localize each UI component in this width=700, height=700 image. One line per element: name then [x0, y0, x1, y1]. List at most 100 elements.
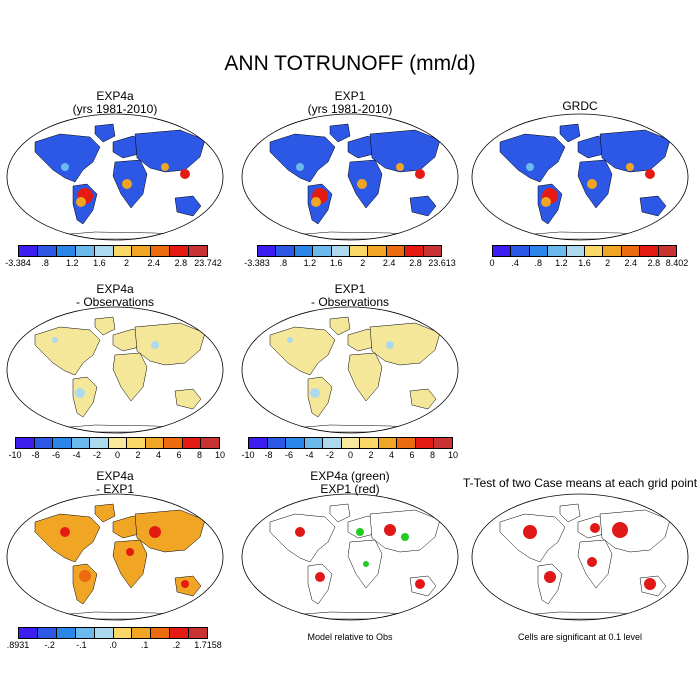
- colorbar-tick-label: -.2: [44, 640, 55, 650]
- continent-asia: [134, 509, 206, 553]
- colorbar-tick-label: -3.384: [5, 258, 31, 268]
- colorbar-tick-label: -3.383: [244, 258, 270, 268]
- continent-antarctica: [279, 231, 426, 240]
- map-field-blob: [180, 169, 190, 179]
- colorbar-ticks-exp4a-exp1: .8931 -.2 -.1 .0 .1 .2 1.7158: [7, 640, 222, 652]
- panel-title-line1: GRDC: [562, 99, 598, 113]
- panel-title-line1: EXP4a: [96, 469, 134, 483]
- colorbar-segment: [113, 246, 133, 256]
- continent-samerica: [72, 376, 98, 418]
- map-field-blob: [384, 524, 396, 536]
- map-field-blob: [315, 572, 325, 582]
- colorbar-segment: [378, 438, 398, 448]
- panel-title-exp1: EXP1 (yrs 1981-2010): [240, 90, 460, 116]
- colorbar-tick-label: 0: [114, 450, 121, 460]
- map-field-blob: [295, 527, 305, 537]
- colorbar-segment: [90, 438, 109, 448]
- colorbar-segment: [493, 246, 512, 256]
- colorbar-exp4a-exp1: [18, 627, 208, 639]
- colorbar-tick-label: .0: [109, 640, 117, 650]
- colorbar-segment: [37, 628, 57, 638]
- continent-greenland: [329, 123, 351, 143]
- map-field-blob: [401, 533, 409, 541]
- colorbar-segment: [16, 438, 35, 448]
- continent-samerica: [307, 376, 333, 418]
- colorbar-tick-label: -4: [72, 450, 81, 460]
- map-field-blob: [357, 179, 367, 189]
- colorbar-tick-label: 2: [368, 450, 374, 460]
- map-model-relative-obs: [241, 493, 459, 621]
- continent-australia: [174, 388, 202, 410]
- colorbar-segment: [434, 438, 453, 448]
- panel-title-exp4a: EXP4a (yrs 1981-2010): [5, 90, 225, 116]
- colorbar-tick-label: 1.2: [303, 258, 317, 268]
- map-field-blob: [52, 337, 58, 343]
- continent-greenland: [94, 316, 116, 336]
- continent-asia: [369, 322, 441, 366]
- map-field-blob: [126, 548, 134, 556]
- colorbar-tick-label: -8: [31, 450, 40, 460]
- colorbar-tick-label: 4: [155, 450, 162, 460]
- colorbar-tick-label: .8: [534, 258, 543, 268]
- panel-title-line2: - EXP1: [95, 482, 134, 496]
- panel-title-line1: EXP4a (green): [310, 469, 390, 483]
- colorbar-segment: [249, 438, 268, 448]
- continent-antarctica: [44, 424, 191, 433]
- map-field-blob: [396, 163, 404, 171]
- map-field-blob: [523, 525, 537, 539]
- panel-title-line1: T-Test of two Case means at each grid po…: [462, 476, 698, 490]
- map-exp4a-minus-obs: [6, 306, 224, 434]
- colorbar-tick-label: 1.6: [93, 258, 106, 268]
- map-field-blob: [415, 169, 425, 179]
- colorbar-tick-label: 2.4: [624, 258, 638, 268]
- colorbar-exp4a: [18, 245, 208, 257]
- colorbar-tick-label: 0: [489, 258, 495, 268]
- continent-africa: [347, 352, 383, 402]
- colorbar-segment: [258, 246, 277, 256]
- continent-asia: [599, 509, 671, 553]
- colorbar-segment: [189, 628, 208, 638]
- map-exp1: [241, 113, 459, 241]
- colorbar-tick-label: 2.8: [409, 258, 422, 268]
- colorbar-segment: [75, 628, 95, 638]
- map-field-blob: [363, 561, 369, 567]
- continent-greenland: [559, 503, 581, 523]
- colorbar-tick-label: 1.2: [66, 258, 79, 268]
- colorbar-tick-label: 10: [214, 450, 226, 460]
- continent-asia: [599, 129, 671, 173]
- continent-australia: [174, 195, 202, 217]
- colorbar-tick-label: 1.6: [578, 258, 591, 268]
- colorbar-tick-label: 8.402: [665, 258, 689, 268]
- continent-australia: [409, 388, 437, 410]
- colorbar-tick-label: 6: [176, 450, 182, 460]
- panel-title-line2: (yrs 1981-2010): [307, 102, 393, 116]
- map-field-blob: [526, 163, 534, 171]
- colorbar-segment: [53, 438, 72, 448]
- continent-greenland: [94, 503, 116, 523]
- panel-title-line2: EXP1 (red): [320, 482, 380, 496]
- continent-antarctica: [509, 231, 656, 240]
- continent-samerica: [307, 563, 333, 605]
- panel-title-line2: - Observations: [310, 295, 390, 309]
- colorbar-tick-label: -.1: [76, 640, 87, 650]
- panel-title-line1: EXP4a: [96, 282, 134, 296]
- panel-title-line2: (yrs 1981-2010): [72, 102, 158, 116]
- map-exp4a-minus-exp1: [6, 493, 224, 621]
- map-field-blob: [386, 341, 394, 349]
- colorbar-segment: [386, 246, 406, 256]
- continent-asia: [134, 129, 206, 173]
- colorbar-tick-label: .1: [140, 640, 149, 650]
- panel-title-line1: EXP1: [334, 282, 366, 296]
- colorbar-segment: [640, 246, 659, 256]
- map-field-blob: [75, 388, 85, 398]
- colorbar-segment: [108, 438, 128, 448]
- colorbar-segment: [170, 628, 190, 638]
- map-field-blob: [60, 527, 70, 537]
- colorbar-segment: [566, 246, 586, 256]
- colorbar-ticks-exp1-obs: -10 -8 -6 -4 -2 0 2 4 6 8 10: [241, 450, 458, 462]
- colorbar-ticks-exp1: -3.383 .8 1.2 1.6 2 2.4 2.8 23.613: [244, 258, 456, 270]
- colorbar-tick-label: 2: [124, 258, 130, 268]
- panel-title-exp4a-obs: EXP4a - Observations: [5, 283, 225, 309]
- map-field-blob: [76, 197, 86, 207]
- colorbar-segment: [19, 246, 38, 256]
